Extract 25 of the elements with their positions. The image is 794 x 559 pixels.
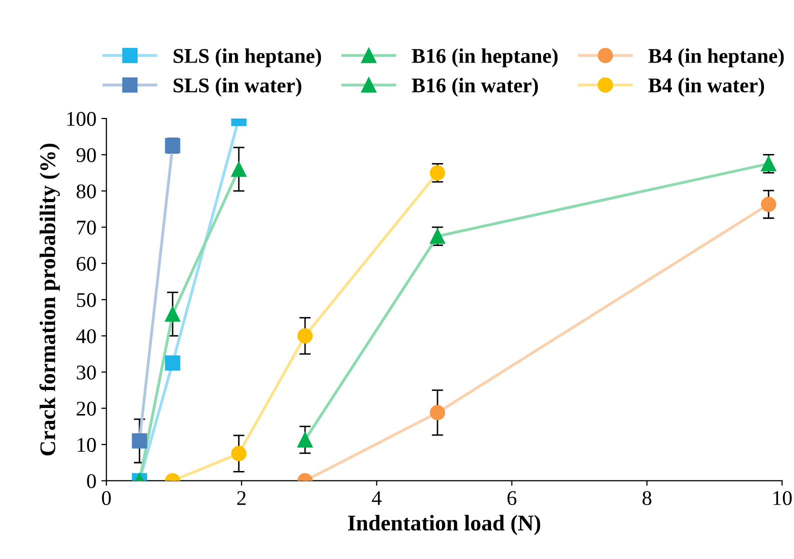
x-tick-label: 10 <box>774 491 792 506</box>
x-tick-label: 4 <box>372 491 382 505</box>
y-tick-label: 50 <box>77 293 96 308</box>
y-axis-title: Crack formation probability (%) <box>39 144 60 456</box>
y-tick-label: 0 <box>87 474 96 488</box>
y-tick-label: 10 <box>78 438 96 452</box>
y-tick-label: 80 <box>76 184 96 198</box>
x-tick-label: 8 <box>642 491 652 506</box>
y-tick-label: 100 <box>67 112 96 126</box>
y-tick-label: 20 <box>76 402 96 416</box>
x-tick-label: 2 <box>237 491 246 505</box>
legend-label: B16 (in heptane) <box>412 48 558 68</box>
y-tick-label: 60 <box>76 256 96 271</box>
x-tick-label: 0 <box>102 491 111 506</box>
y-tick-label: 40 <box>76 329 96 344</box>
legend-label: SLS (in water) <box>174 78 302 97</box>
legend-label: B4 (in heptane) <box>648 48 784 68</box>
y-tick-label: 90 <box>76 148 96 162</box>
legend-label: B16 (in water) <box>412 78 538 97</box>
y-tick-label: 70 <box>77 220 96 235</box>
legend-label: B4 (in water) <box>648 78 764 97</box>
y-tick-label: 30 <box>76 365 96 380</box>
legend-label: SLS (in heptane) <box>174 48 322 68</box>
x-tick-label: 6 <box>508 491 516 506</box>
x-axis-title: Indentation load (N) <box>348 514 540 536</box>
